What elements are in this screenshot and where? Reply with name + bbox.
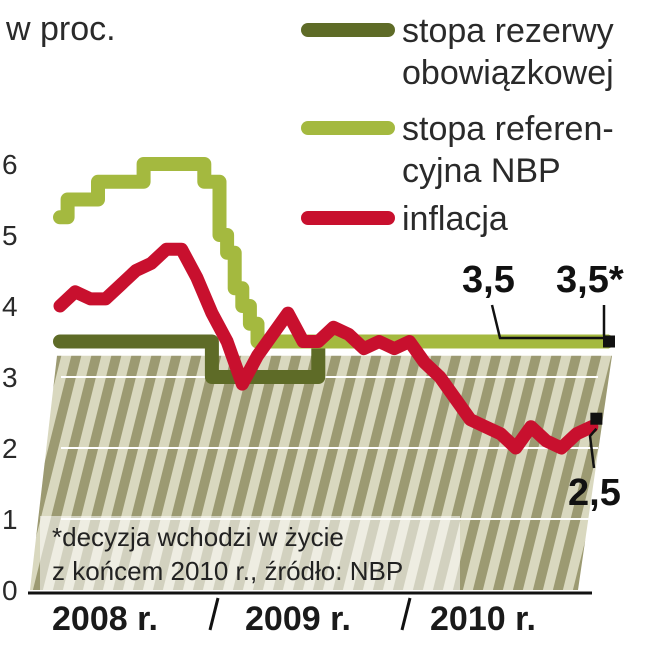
legend-label-inflacja: inflacja (402, 200, 508, 238)
y-tick-label: 1 (2, 504, 18, 535)
y-tick-label: 6 (2, 149, 18, 180)
y-tick-label: 0 (2, 575, 18, 606)
legend-label-stopa-rezerwy-obowiazkowej: stopa rezerwy (402, 12, 614, 50)
x-axis: 2008 r. 2009 r. 2010 r. (28, 591, 592, 638)
legend-label-stopa-rezerwy-obowiazkowej: obowiązkowej (402, 54, 614, 92)
note-line-2: z końcem 2010 r., źródło: NBP (52, 556, 403, 586)
y-tick-label: 4 (2, 291, 18, 322)
series-lines (53, 157, 614, 455)
y-axis-ticks: 0 1 2 3 4 5 6 (2, 149, 18, 606)
legend-label-stopa-referencyjna-nbp: stopa referen- (402, 110, 614, 148)
annotation-inflacja: 2,5 (568, 472, 621, 514)
series-line-stopa-referencyjna-nbp (53, 157, 614, 349)
end-marker (590, 412, 603, 425)
y-tick-label: 3 (2, 362, 18, 393)
legend: stopa rezerwy obowiązkowej stopa referen-c… (301, 12, 614, 238)
series-line-inflacja (53, 242, 599, 455)
x-tick-label: 2010 r. (430, 600, 536, 638)
legend-label-stopa-referencyjna-nbp: cyjna NBP (402, 152, 561, 190)
leader-line-inflation (588, 427, 598, 469)
y-tick-label: 2 (2, 433, 18, 464)
note-line-1: *decyzja wchodzi w życie (52, 522, 344, 552)
x-tick-label: 2009 r. (245, 600, 351, 638)
unit-label: w proc. (5, 10, 116, 48)
y-tick-label: 5 (2, 220, 18, 251)
year-separator (400, 597, 412, 631)
x-tick-label: 2008 r. (52, 600, 158, 638)
leader-line-reserve (490, 304, 607, 340)
year-separator (208, 597, 220, 631)
note-backdrop (40, 516, 460, 590)
annotations: 3,5 3,5* 2,5 (462, 259, 624, 514)
annotation-stopa-referencyjna-nbp: 3,5* (556, 259, 624, 301)
annotation-stopa-rezerwy-obowiazkowej: 3,5 (462, 259, 515, 301)
